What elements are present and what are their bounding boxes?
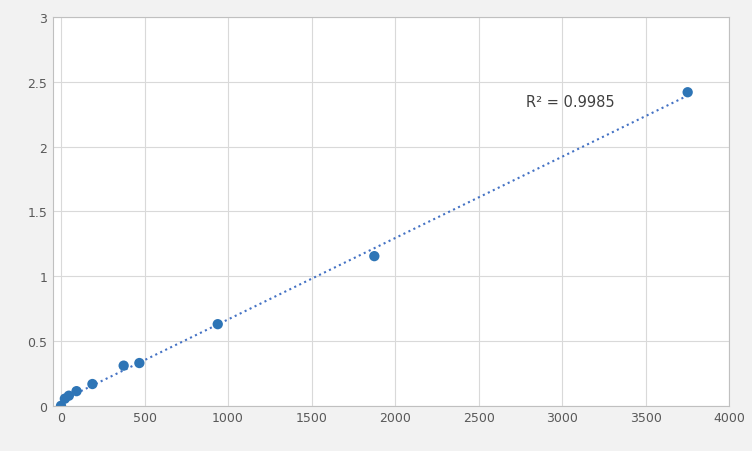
Point [63,392,75,400]
Point [133,359,145,367]
Point [681,89,693,97]
Point [212,321,224,328]
Point [368,253,381,260]
Point [71,388,83,395]
Point [59,395,71,402]
Point [86,381,99,388]
Point [117,362,129,369]
Text: R² = 0.9985: R² = 0.9985 [526,95,614,110]
Point [55,402,67,410]
